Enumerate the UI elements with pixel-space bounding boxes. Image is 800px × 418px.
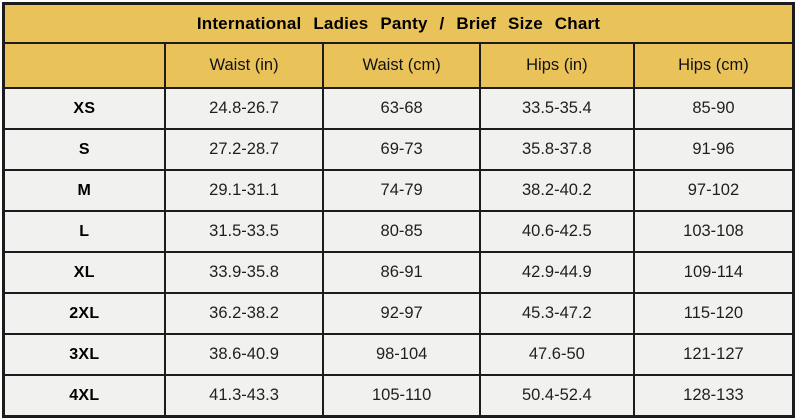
table-row-l: L 31.5-33.5 80-85 40.6-42.5 103-108 bbox=[2, 210, 795, 253]
size-label: 2XL bbox=[2, 292, 166, 335]
cell-waist-cm: 98-104 bbox=[322, 333, 481, 376]
cell-hips-in: 50.4-52.4 bbox=[478, 374, 635, 418]
table-row-m: M 29.1-31.1 74-79 38.2-40.2 97-102 bbox=[2, 169, 795, 212]
cell-hips-cm: 128-133 bbox=[632, 374, 795, 418]
title-row: International Ladies Panty / Brief Size … bbox=[2, 2, 795, 44]
cell-waist-cm: 80-85 bbox=[322, 210, 481, 253]
cell-waist-cm: 74-79 bbox=[322, 169, 481, 212]
cell-hips-in: 40.6-42.5 bbox=[478, 210, 635, 253]
cell-waist-in: 38.6-40.9 bbox=[163, 333, 325, 376]
cell-hips-in: 42.9-44.9 bbox=[478, 251, 635, 294]
cell-hips-cm: 91-96 bbox=[632, 128, 795, 171]
size-label: S bbox=[2, 128, 166, 171]
size-label: M bbox=[2, 169, 166, 212]
size-label: 3XL bbox=[2, 333, 166, 376]
cell-hips-cm: 109-114 bbox=[632, 251, 795, 294]
size-label: 4XL bbox=[2, 374, 166, 418]
cell-hips-cm: 103-108 bbox=[632, 210, 795, 253]
cell-waist-in: 33.9-35.8 bbox=[163, 251, 325, 294]
size-label: L bbox=[2, 210, 166, 253]
cell-waist-in: 31.5-33.5 bbox=[163, 210, 325, 253]
table-row-s: S 27.2-28.7 69-73 35.8-37.8 91-96 bbox=[2, 128, 795, 171]
cell-hips-in: 47.6-50 bbox=[478, 333, 635, 376]
header-corner-cell bbox=[2, 42, 166, 89]
cell-hips-in: 38.2-40.2 bbox=[478, 169, 635, 212]
header-waist-cm: Waist (cm) bbox=[322, 42, 481, 89]
cell-hips-in: 45.3-47.2 bbox=[478, 292, 635, 335]
cell-waist-in: 41.3-43.3 bbox=[163, 374, 325, 418]
table-row-xs: XS 24.8-26.7 63-68 33.5-35.4 85-90 bbox=[2, 87, 795, 130]
header-row: Waist (in) Waist (cm) Hips (in) Hips (cm… bbox=[2, 42, 795, 89]
chart-title: International Ladies Panty / Brief Size … bbox=[2, 2, 795, 44]
header-hips-cm: Hips (cm) bbox=[632, 42, 795, 89]
table-row-2xl: 2XL 36.2-38.2 92-97 45.3-47.2 115-120 bbox=[2, 292, 795, 335]
cell-waist-in: 29.1-31.1 bbox=[163, 169, 325, 212]
size-label: XS bbox=[2, 87, 166, 130]
header-waist-in: Waist (in) bbox=[163, 42, 325, 89]
cell-hips-cm: 97-102 bbox=[632, 169, 795, 212]
cell-waist-cm: 92-97 bbox=[322, 292, 481, 335]
size-label: XL bbox=[2, 251, 166, 294]
table-row-3xl: 3XL 38.6-40.9 98-104 47.6-50 121-127 bbox=[2, 333, 795, 376]
cell-hips-cm: 121-127 bbox=[632, 333, 795, 376]
cell-waist-cm: 86-91 bbox=[322, 251, 481, 294]
cell-waist-in: 36.2-38.2 bbox=[163, 292, 325, 335]
cell-waist-cm: 63-68 bbox=[322, 87, 481, 130]
cell-hips-in: 33.5-35.4 bbox=[478, 87, 635, 130]
header-hips-in: Hips (in) bbox=[478, 42, 635, 89]
cell-waist-cm: 105-110 bbox=[322, 374, 481, 418]
cell-hips-cm: 115-120 bbox=[632, 292, 795, 335]
cell-hips-in: 35.8-37.8 bbox=[478, 128, 635, 171]
cell-waist-in: 27.2-28.7 bbox=[163, 128, 325, 171]
table-row-xl: XL 33.9-35.8 86-91 42.9-44.9 109-114 bbox=[2, 251, 795, 294]
cell-hips-cm: 85-90 bbox=[632, 87, 795, 130]
table-row-4xl: 4XL 41.3-43.3 105-110 50.4-52.4 128-133 bbox=[2, 374, 795, 418]
cell-waist-in: 24.8-26.7 bbox=[163, 87, 325, 130]
cell-waist-cm: 69-73 bbox=[322, 128, 481, 171]
